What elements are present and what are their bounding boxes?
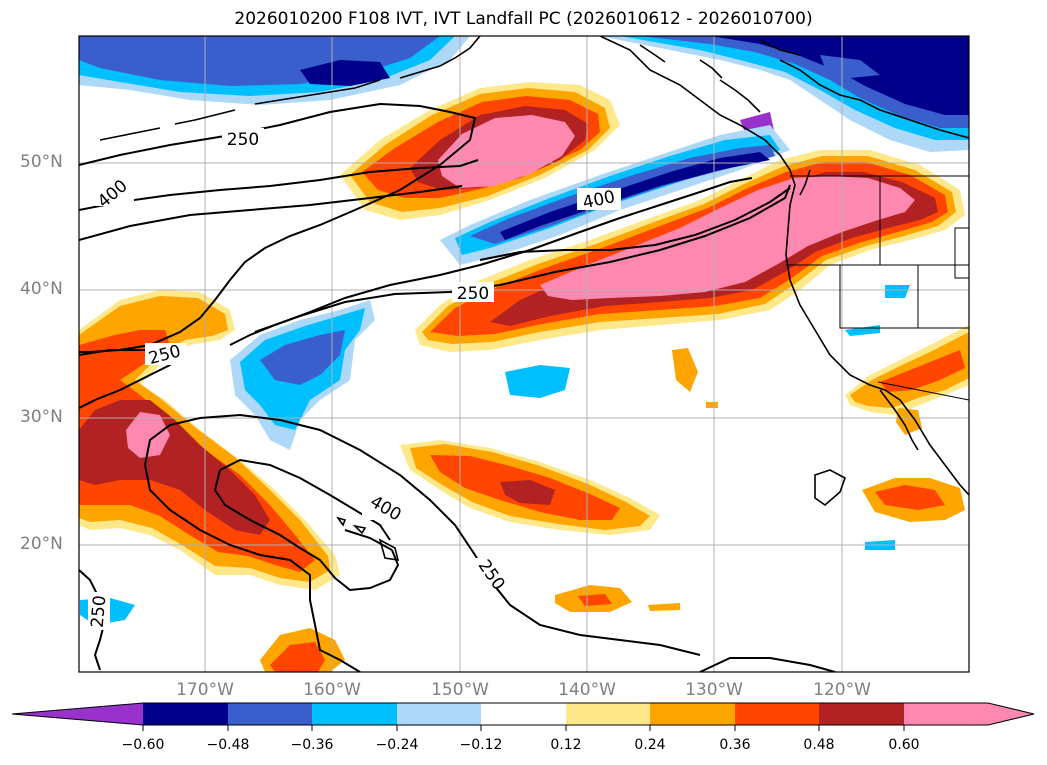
colorbar-swatch bbox=[481, 703, 566, 725]
lat-label: 30°N bbox=[20, 407, 63, 427]
map-frame bbox=[78, 35, 970, 673]
colorbar-tick-label: −0.60 bbox=[121, 737, 165, 753]
lon-label: 160°W bbox=[303, 680, 361, 700]
colorbar-tick-label: 0.60 bbox=[888, 737, 920, 753]
colorbar-tick-label: −0.48 bbox=[206, 737, 250, 753]
ivt-contours bbox=[79, 102, 836, 672]
colorbar-extend-min bbox=[12, 703, 143, 725]
coastlines bbox=[99, 36, 969, 561]
colorbar-tick-label: 0.48 bbox=[803, 737, 835, 753]
colorbar-swatch bbox=[819, 703, 904, 725]
contour-labels: 250 400 400 250 250 400 250 250 bbox=[88, 128, 621, 630]
political-borders bbox=[786, 175, 969, 401]
colorbar-swatch bbox=[397, 703, 481, 725]
lon-label: 120°W bbox=[813, 680, 871, 700]
negative-pc-north-band bbox=[79, 36, 969, 265]
contour-label: 250 bbox=[227, 130, 259, 150]
colorbar-tick-label: 0.24 bbox=[634, 737, 666, 753]
colorbar-tick-label: −0.36 bbox=[290, 737, 334, 753]
positive-pc-coastal-patches bbox=[845, 325, 969, 522]
map-title: 2026010200 F108 IVT, IVT Landfall PC (20… bbox=[234, 9, 813, 29]
colorbar-tick-label: −0.12 bbox=[459, 737, 503, 753]
colorbar-tick-label: −0.24 bbox=[375, 737, 419, 753]
lon-label: 130°W bbox=[685, 680, 743, 700]
colorbar-swatch bbox=[735, 703, 819, 725]
contour-label: 250 bbox=[457, 284, 489, 304]
positive-pc-central-south-blob bbox=[400, 348, 718, 612]
lat-label: 50°N bbox=[20, 152, 63, 172]
lon-label: 170°W bbox=[176, 680, 234, 700]
lat-label: 40°N bbox=[20, 279, 63, 299]
colorbar-swatch bbox=[566, 703, 650, 725]
positive-pc-atmospheric-river bbox=[415, 150, 965, 352]
colorbar-swatch bbox=[143, 703, 228, 725]
colorbar-swatch bbox=[312, 703, 397, 725]
contour-label: 250 bbox=[88, 595, 111, 629]
lat-label: 20°N bbox=[20, 534, 63, 554]
colorbar-extend-max bbox=[904, 703, 1034, 725]
lon-label: 140°W bbox=[558, 680, 616, 700]
colorbar bbox=[11, 702, 1035, 731]
colorbar-tick-label: 0.12 bbox=[550, 737, 582, 753]
graticule bbox=[79, 36, 969, 672]
colorbar-tick-label: 0.36 bbox=[719, 737, 751, 753]
colorbar-swatch bbox=[650, 703, 735, 725]
lon-label: 150°W bbox=[431, 680, 489, 700]
colorbar-swatch bbox=[228, 703, 312, 725]
